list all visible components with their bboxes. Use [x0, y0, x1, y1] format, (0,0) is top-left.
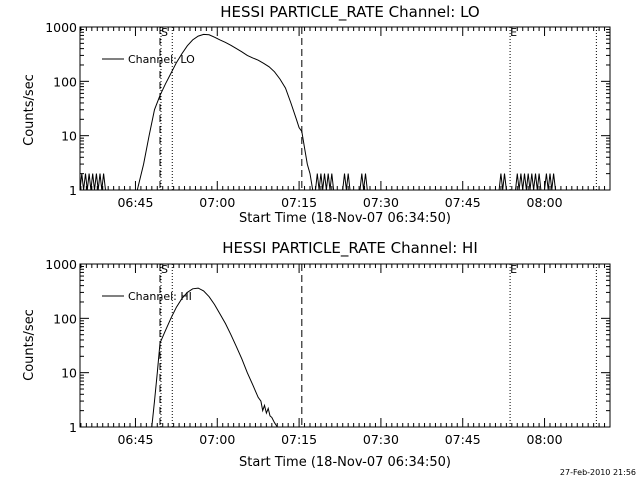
y-tick-label-lo: 100 — [53, 74, 77, 89]
x-tick-label-hi: 07:30 — [363, 432, 399, 447]
x-tick-label-lo: 07:30 — [363, 195, 399, 210]
marker-label-E-lo: E — [510, 26, 517, 39]
legend-label-hi: Channel: HI — [128, 290, 192, 303]
series-line-hi-0 — [151, 287, 278, 428]
chart-title-hi: HESSI PARTICLE_RATE Channel: HI — [222, 239, 478, 258]
series-line-lo-0 — [79, 33, 556, 191]
y-axis-label-hi: Counts/sec — [22, 309, 37, 381]
y-tick-label-lo: 10 — [61, 129, 77, 144]
chart-title-lo: HESSI PARTICLE_RATE Channel: LO — [220, 3, 479, 22]
x-tick-label-hi: 08:00 — [527, 432, 563, 447]
x-tick-label-hi: 07:15 — [281, 432, 317, 447]
plot-frame-hi — [79, 263, 611, 428]
y-tick-label-hi: 100 — [53, 311, 77, 326]
y-tick-label-hi: 1 — [69, 420, 77, 435]
x-tick-label-hi: 07:45 — [445, 432, 481, 447]
plot-frame-lo — [79, 26, 611, 191]
y-axis-label-lo: Counts/sec — [22, 74, 37, 146]
x-tick-label-lo: 07:00 — [199, 195, 235, 210]
x-tick-label-hi: 06:45 — [117, 432, 153, 447]
x-tick-label-lo: 07:15 — [281, 195, 317, 210]
y-tick-label-lo: 1000 — [45, 20, 77, 35]
x-axis-label-lo: Start Time (18-Nov-07 06:34:50) — [239, 211, 451, 226]
x-tick-label-lo: 07:45 — [445, 195, 481, 210]
y-tick-label-hi: 1000 — [45, 257, 77, 272]
marker-label-S-lo: S — [161, 26, 168, 39]
x-tick-label-lo: 08:00 — [527, 195, 563, 210]
timestamp: 27-Feb-2010 21:56 — [560, 468, 636, 477]
marker-label-S-hi: S — [161, 263, 168, 276]
x-tick-label-lo: 06:45 — [117, 195, 153, 210]
x-tick-label-hi: 07:00 — [199, 432, 235, 447]
panel-lo: HESSI PARTICLE_RATE Channel: LO Counts/s… — [22, 3, 611, 226]
y-tick-label-hi: 10 — [61, 366, 77, 381]
marker-label-E-hi: E — [510, 263, 517, 276]
panel-hi: HESSI PARTICLE_RATE Channel: HI Counts/s… — [22, 239, 611, 470]
legend-label-lo: Channel: LO — [128, 53, 195, 66]
y-tick-label-lo: 1 — [69, 183, 77, 198]
x-axis-label-hi: Start Time (18-Nov-07 06:34:50) — [239, 455, 451, 470]
